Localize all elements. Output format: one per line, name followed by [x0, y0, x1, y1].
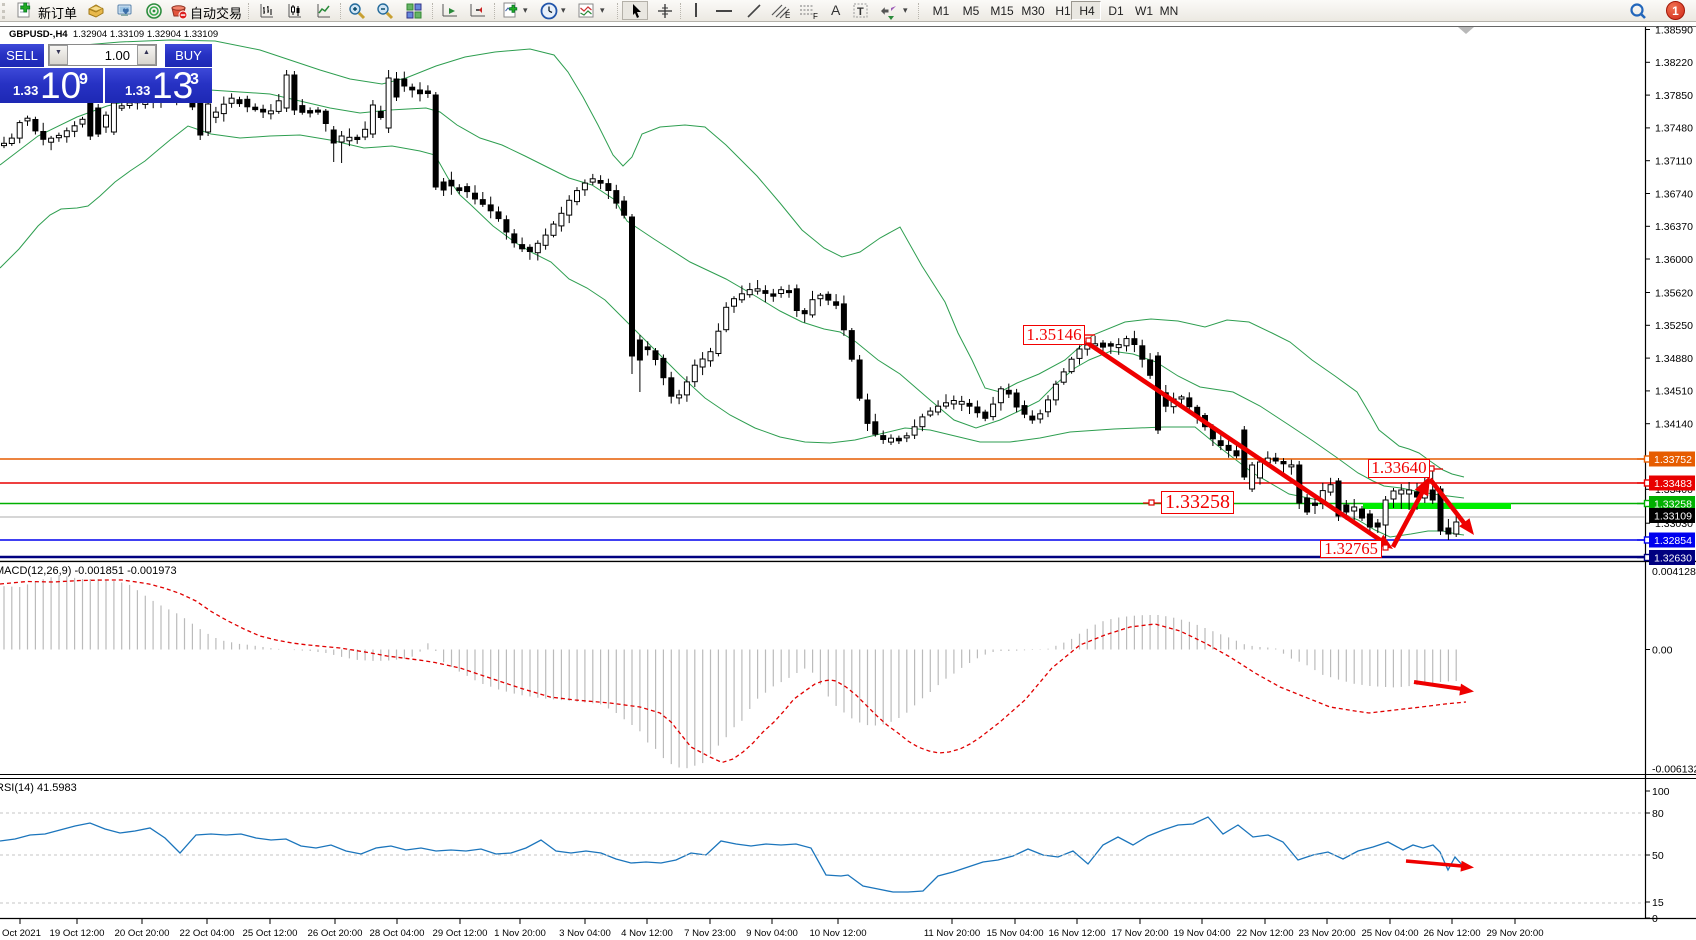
- svg-text:1.37480: 1.37480: [1655, 123, 1693, 135]
- svg-text:1.34510: 1.34510: [1655, 386, 1693, 398]
- svg-text:29 Nov 20:00: 29 Nov 20:00: [1486, 928, 1543, 939]
- svg-text:100: 100: [1652, 786, 1670, 798]
- svg-text:0.004128: 0.004128: [1652, 566, 1696, 578]
- svg-text:1.35620: 1.35620: [1655, 287, 1693, 299]
- svg-text:F: F: [813, 12, 818, 20]
- svg-text:17 Nov 20:00: 17 Nov 20:00: [1111, 928, 1168, 939]
- svg-text:7 Nov 23:00: 7 Nov 23:00: [684, 928, 736, 939]
- svg-text:T: T: [857, 6, 864, 18]
- svg-text:RSI(14) 41.5983: RSI(14) 41.5983: [0, 782, 77, 794]
- svg-text:1.33752: 1.33752: [1654, 454, 1692, 466]
- svg-text:1.32630: 1.32630: [1654, 552, 1692, 564]
- svg-text:9 Nov 04:00: 9 Nov 04:00: [746, 928, 798, 939]
- svg-text:25 Oct 12:00: 25 Oct 12:00: [243, 928, 298, 939]
- svg-text:26 Oct 20:00: 26 Oct 20:00: [308, 928, 363, 939]
- svg-text:19 Nov 04:00: 19 Nov 04:00: [1173, 928, 1230, 939]
- svg-text:16 Nov 12:00: 16 Nov 12:00: [1048, 928, 1105, 939]
- svg-text:25 Nov 04:00: 25 Nov 04:00: [1361, 928, 1418, 939]
- svg-text:80: 80: [1652, 808, 1664, 820]
- svg-text:1.34140: 1.34140: [1655, 419, 1693, 431]
- svg-text:1.35250: 1.35250: [1655, 320, 1693, 332]
- svg-text:0.00: 0.00: [1652, 645, 1673, 657]
- svg-text:20 Oct 20:00: 20 Oct 20:00: [115, 928, 170, 939]
- svg-text:4 Nov 12:00: 4 Nov 12:00: [621, 928, 673, 939]
- svg-text:Oct 2021: Oct 2021: [2, 928, 41, 939]
- svg-text:1.34880: 1.34880: [1655, 353, 1693, 365]
- svg-text:E: E: [785, 11, 790, 20]
- svg-text:1 Nov 20:00: 1 Nov 20:00: [494, 928, 546, 939]
- svg-text:11 Nov 20:00: 11 Nov 20:00: [924, 928, 980, 939]
- svg-text:19 Oct 12:00: 19 Oct 12:00: [50, 928, 105, 939]
- svg-text:29 Oct 12:00: 29 Oct 12:00: [433, 928, 488, 939]
- svg-text:22 Nov 12:00: 22 Nov 12:00: [1236, 928, 1293, 939]
- svg-text:1.36000: 1.36000: [1655, 254, 1693, 266]
- svg-text:15: 15: [1652, 897, 1664, 909]
- svg-text:MACD(12,26,9) -0.001851 -0.001: MACD(12,26,9) -0.001851 -0.001973: [0, 565, 177, 577]
- svg-text:1.38590: 1.38590: [1655, 24, 1693, 36]
- svg-text:22 Oct 04:00: 22 Oct 04:00: [180, 928, 235, 939]
- svg-text:15 Nov 04:00: 15 Nov 04:00: [986, 928, 1043, 939]
- svg-text:1.36370: 1.36370: [1655, 221, 1693, 233]
- svg-text:1.36740: 1.36740: [1655, 188, 1693, 200]
- svg-text:3 Nov 04:00: 3 Nov 04:00: [559, 928, 611, 939]
- svg-text:-0.006132: -0.006132: [1652, 764, 1696, 776]
- svg-text:1.37850: 1.37850: [1655, 90, 1693, 102]
- svg-text:1.38220: 1.38220: [1655, 57, 1693, 69]
- svg-text:1.32854: 1.32854: [1654, 535, 1692, 547]
- svg-text:28 Oct 04:00: 28 Oct 04:00: [370, 928, 425, 939]
- svg-text:1.33483: 1.33483: [1654, 478, 1692, 490]
- svg-text:1.37110: 1.37110: [1655, 156, 1692, 168]
- svg-text:10 Nov 12:00: 10 Nov 12:00: [809, 928, 866, 939]
- svg-text:26 Nov 12:00: 26 Nov 12:00: [1423, 928, 1480, 939]
- svg-text:23 Nov 20:00: 23 Nov 20:00: [1298, 928, 1355, 939]
- svg-text:50: 50: [1652, 850, 1664, 862]
- svg-text:1.33258: 1.33258: [1654, 498, 1692, 510]
- svg-text:1.33109: 1.33109: [1654, 510, 1692, 522]
